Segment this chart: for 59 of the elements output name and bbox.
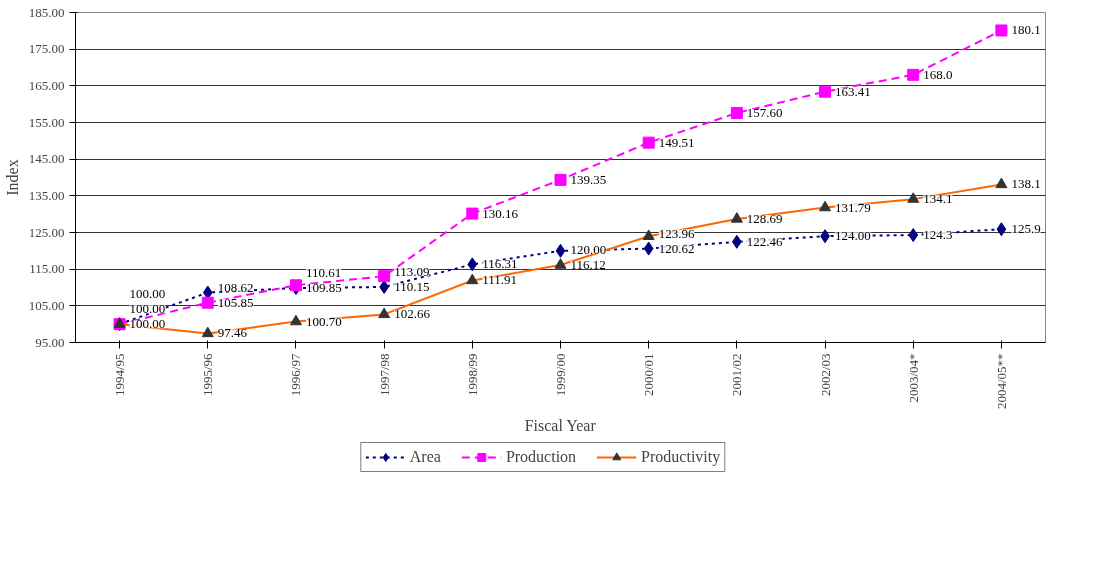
y-tick-label: 175.00	[28, 41, 65, 57]
y-tick-label: 145.00	[28, 151, 65, 167]
data-label: 149.51	[658, 134, 695, 150]
x-tick-label: 2004/05**	[993, 353, 1009, 410]
x-tick-label: 1999/00	[553, 353, 568, 397]
data-label: 157.60	[746, 104, 783, 120]
data-label: 128.69	[746, 210, 783, 226]
data-label: 125.9	[1011, 221, 1041, 237]
data-label: 108.62	[217, 279, 254, 295]
data-label: 124.00	[835, 228, 871, 244]
legend-label: Productivity	[641, 448, 721, 466]
data-label: 113.09	[394, 263, 430, 279]
x-tick-label: 1998/99	[464, 353, 480, 397]
data-label: 97.46	[217, 325, 248, 341]
data-label: 131.79	[835, 199, 871, 215]
y-tick-label: 125.00	[28, 224, 65, 240]
x-tick-label: 2000/01	[641, 353, 657, 397]
legend-label: Production	[505, 448, 577, 466]
data-label: 110.15	[394, 278, 430, 294]
data-label: 105.85	[217, 294, 254, 310]
data-label: 139.35	[570, 171, 607, 187]
x-tick-label: 1994/95	[112, 353, 128, 397]
data-label: 110.61	[305, 265, 342, 281]
data-label: 116.12	[570, 257, 606, 273]
x-tick-label: 2002/03	[817, 353, 833, 397]
data-label: 124.3	[923, 227, 953, 243]
data-label: 100.00	[129, 286, 166, 302]
data-label: 120.62	[658, 240, 695, 256]
data-label: 102.66	[394, 306, 431, 322]
data-label: 138.1	[1011, 176, 1041, 192]
legend-label: Area	[409, 448, 441, 466]
data-label: 168.0	[923, 66, 953, 82]
x-axis-title: Fiscal Year	[524, 417, 597, 435]
data-label: 109.85	[305, 280, 342, 296]
data-label: 123.96	[658, 225, 695, 241]
x-tick-label: 1996/97	[288, 353, 304, 397]
y-tick-label: 135.00	[28, 187, 65, 203]
x-tick-label: 2003/04*	[905, 353, 921, 403]
data-label: 111.91	[482, 272, 518, 288]
y-tick-label: 155.00	[28, 114, 65, 130]
y-axis-title: Index	[3, 159, 21, 196]
y-tick-label: 115.00	[29, 261, 65, 277]
x-tick-label: 1997/98	[376, 353, 392, 397]
data-label: 100.00	[129, 316, 166, 332]
y-tick-label: 105.00	[28, 297, 65, 313]
x-tick-label: 2001/02	[729, 353, 745, 397]
y-tick-label: 165.00	[28, 77, 65, 93]
data-label: 163.41	[835, 83, 871, 99]
y-tick-label: 185.00	[28, 4, 65, 20]
data-label: 116.31	[482, 256, 518, 272]
data-label: 180.1	[1011, 22, 1041, 38]
data-label: 120.00	[570, 242, 607, 258]
x-tick-label: 1995/96	[200, 353, 216, 397]
data-label: 100.00	[129, 301, 166, 317]
data-label: 130.16	[482, 205, 519, 221]
data-label: 122.46	[746, 233, 784, 249]
data-label: 100.70	[305, 313, 342, 329]
y-tick-label: 95.00	[35, 334, 65, 350]
data-label: 134.1	[923, 191, 953, 207]
